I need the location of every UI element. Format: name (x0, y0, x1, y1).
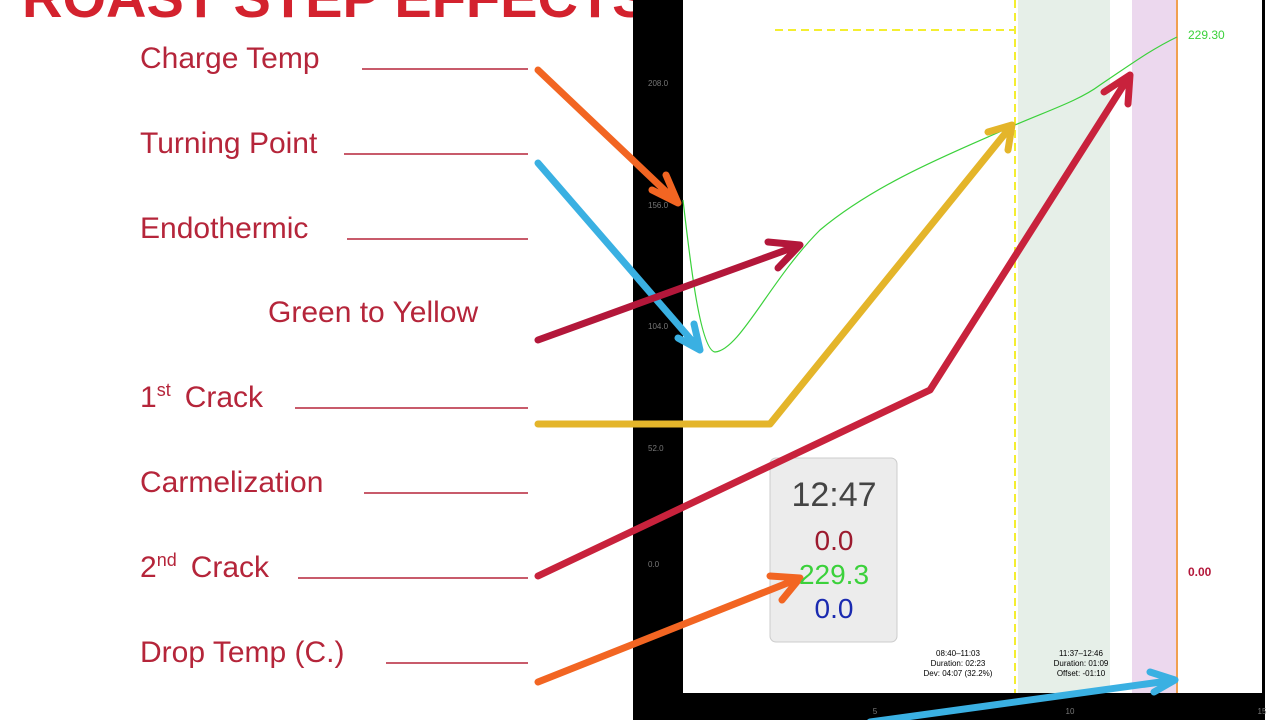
step-label: Drop Temp (C.) (140, 636, 345, 669)
readout-box (769, 457, 898, 643)
arrow (534, 159, 704, 354)
box-time: 12:47 (791, 476, 876, 514)
bt-curve (682, 36, 1178, 353)
box-et: 0.0 (815, 525, 854, 556)
arrow (534, 238, 804, 344)
step-label: 1st Crack (140, 380, 264, 414)
arrow (534, 71, 1134, 580)
step-label: Turning Point (140, 127, 318, 160)
box-bt: 229.3 (799, 559, 869, 590)
box-ror: 0.0 (815, 593, 854, 624)
label-part: Crack (191, 551, 270, 584)
phase-info: Dev: 04:07 (32.2%) (924, 669, 993, 678)
phase-info: Duration: 02:23 (931, 659, 986, 668)
step-label: Green to Yellow (268, 296, 478, 329)
step-label: 2nd Crack (140, 550, 270, 584)
arrow (534, 66, 682, 207)
bt-readout: 229.30 (1188, 28, 1225, 42)
phase-info: 08:40–11:03 (936, 649, 980, 658)
time-readout: 12:47 (1195, 673, 1230, 689)
label-part: 2 (140, 551, 157, 584)
step-label: Carmelization (140, 466, 323, 499)
y-tick-label: 156.0 (648, 201, 669, 210)
y-tick-label: 208.0 (648, 79, 669, 88)
step-label: Endothermic (140, 212, 308, 245)
arrow (867, 668, 1179, 720)
label-part: 1 (140, 381, 157, 414)
y-tick-label: 0.0 (648, 560, 660, 569)
phase-info: Duration: 01:09 (1054, 659, 1109, 668)
x-tick-label: 15 (1258, 707, 1267, 716)
label-sup: st (157, 380, 171, 400)
phase-band (1018, 0, 1110, 693)
phase-info: 11:37–12:46 (1059, 649, 1103, 658)
phase-band (1132, 0, 1177, 693)
arrow (534, 572, 804, 686)
label-part: Crack (185, 381, 264, 414)
y-tick-label: 104.0 (648, 322, 669, 331)
y-tick-label: 52.0 (648, 444, 664, 453)
phase-info: Offset: -01:10 (1057, 669, 1106, 678)
x-tick-label: 5 (873, 707, 878, 716)
et-readout: 0.00 (1188, 565, 1212, 579)
x-tick-label: 10 (1066, 707, 1075, 716)
label-sup: nd (157, 550, 177, 570)
step-label: Charge Temp (140, 42, 320, 75)
arrow (534, 121, 1016, 428)
slide-title: ROAST STEP EFFECTS (22, 0, 649, 29)
